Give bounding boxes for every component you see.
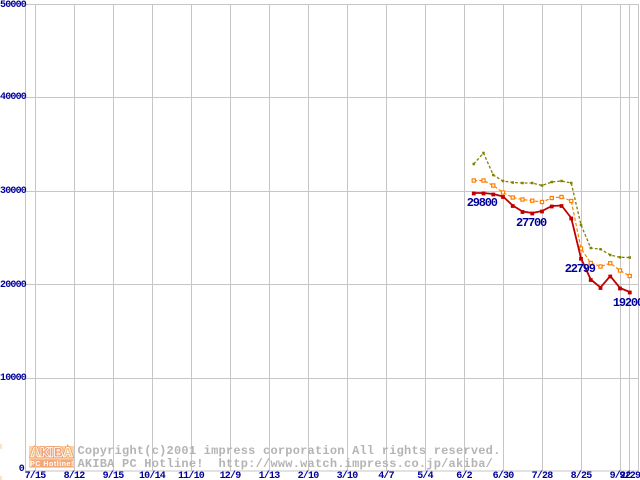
svg-text:PC Hotline!: PC Hotline! [30,461,74,468]
svg-text:AKIBA: AKIBA [31,445,73,459]
svg-text:AKIBA: AKIBA [31,445,73,459]
